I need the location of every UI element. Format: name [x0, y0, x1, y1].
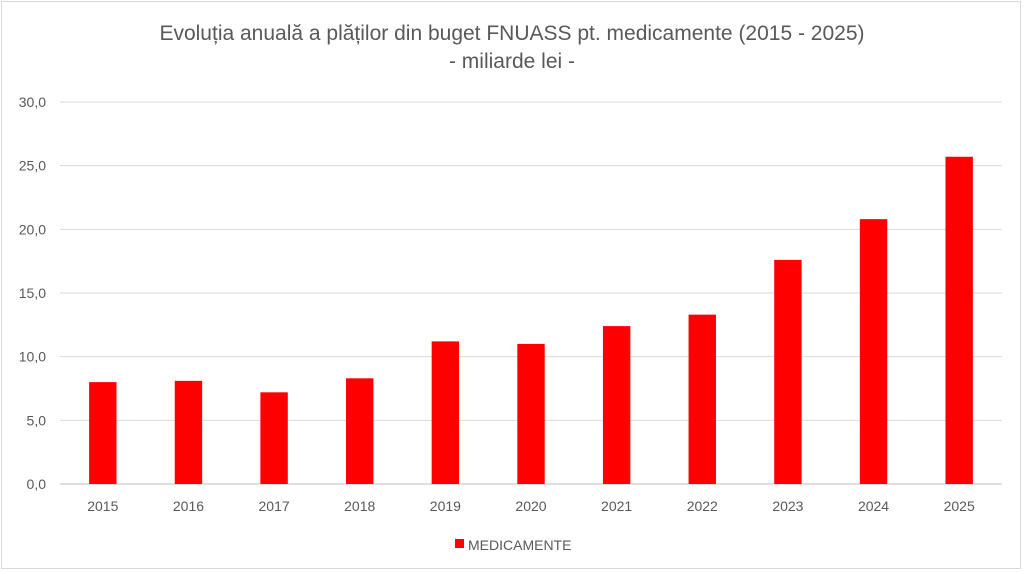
x-tick-label: 2023 [772, 498, 803, 514]
bar-2019 [431, 341, 460, 484]
bar-2020 [517, 343, 545, 484]
bar-2023 [774, 259, 802, 484]
x-tick-label: 2018 [344, 498, 375, 514]
x-axis: 2015 2016 2017 2018 2019 2020 2021 2022 2023 2024… [87, 498, 975, 514]
y-tick-label: 20,0 [19, 221, 46, 237]
y-axis: 0,0 5,0 10,0 15,0 20,0 25,0 30,0 [19, 94, 46, 492]
bar-2018 [346, 378, 374, 484]
legend: MEDICAMENTE [455, 537, 571, 553]
y-tick-label: 0,0 [27, 476, 47, 492]
chart-subtitle: - miliarde lei - [448, 50, 576, 73]
bar-2016 [174, 380, 203, 484]
x-tick-label: 2017 [259, 498, 290, 514]
x-tick-label: 2025 [944, 498, 975, 514]
x-tick-label: 2019 [430, 498, 461, 514]
x-tick-label: 2016 [173, 498, 204, 514]
bar-2024 [859, 219, 888, 484]
bar-2022 [688, 314, 716, 484]
y-tick-label: 30,0 [19, 94, 46, 110]
legend-label: MEDICAMENTE [468, 537, 571, 553]
x-tick-label: 2015 [87, 498, 118, 514]
bar-2015 [89, 382, 117, 484]
x-tick-label: 2022 [687, 498, 718, 514]
x-tick-label: 2024 [858, 498, 889, 514]
bar-2021 [602, 326, 631, 484]
legend-swatch [455, 539, 464, 548]
x-tick-label: 2021 [601, 498, 632, 514]
chart-title: Evoluția anuală a plăților din buget FNU… [159, 22, 865, 45]
y-tick-label: 10,0 [19, 349, 46, 365]
bar-2017 [260, 392, 288, 484]
bars [89, 156, 973, 484]
y-tick-label: 15,0 [19, 285, 46, 301]
bar-2025 [945, 156, 973, 484]
y-tick-label: 5,0 [27, 412, 47, 428]
x-tick-label: 2020 [515, 498, 546, 514]
y-tick-label: 25,0 [19, 158, 46, 174]
